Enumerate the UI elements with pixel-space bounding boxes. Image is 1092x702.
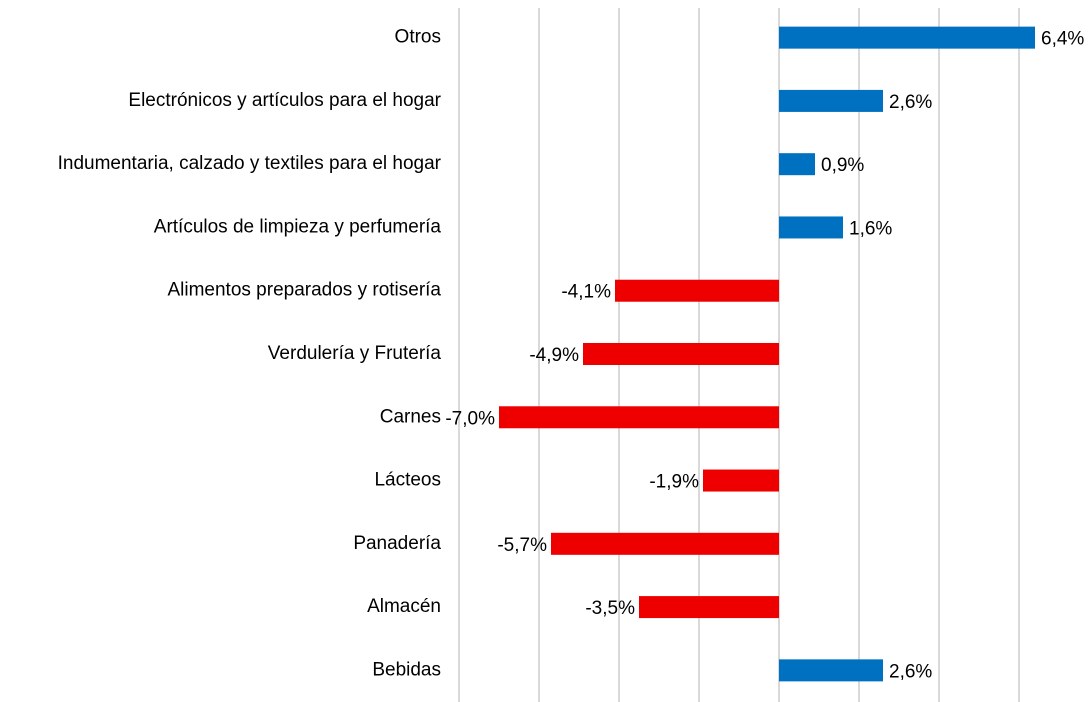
value-label: 6,4% (1041, 29, 1084, 50)
bar (583, 343, 779, 365)
bar (703, 469, 779, 492)
category-label: Almacén (367, 596, 441, 617)
value-label: 1,6% (849, 218, 892, 239)
value-label: -3,5% (585, 598, 635, 619)
value-label: 2,6% (889, 661, 932, 682)
value-label: -7,0% (445, 408, 495, 429)
bar (779, 216, 843, 239)
bar (779, 89, 883, 112)
category-label: Carnes (380, 406, 441, 427)
category-label: Lácteos (374, 470, 441, 491)
value-label: 0,9% (821, 155, 864, 176)
value-label: -5,7% (497, 535, 547, 556)
bar (615, 279, 779, 302)
category-label: Indumentaria, calzado y textiles para el… (58, 153, 442, 174)
category-label: Otros (395, 27, 441, 48)
category-label: Alimentos preparados y rotisería (167, 280, 441, 301)
category-label: Verdulería y Frutería (268, 343, 442, 364)
category-label: Bebidas (372, 659, 441, 680)
category-label: Electrónicos y artículos para el hogar (128, 90, 441, 111)
bar (639, 596, 779, 619)
bar (499, 406, 779, 429)
category-label: Panadería (353, 533, 441, 554)
bar (779, 659, 883, 682)
bar (779, 26, 1035, 49)
bar (779, 153, 815, 176)
bar (551, 532, 779, 555)
value-label: -4,1% (561, 282, 611, 303)
value-label: 2,6% (889, 92, 932, 113)
value-label: -1,9% (649, 472, 699, 493)
category-label: Artículos de limpieza y perfumería (154, 216, 442, 237)
value-label: -4,9% (529, 345, 579, 366)
